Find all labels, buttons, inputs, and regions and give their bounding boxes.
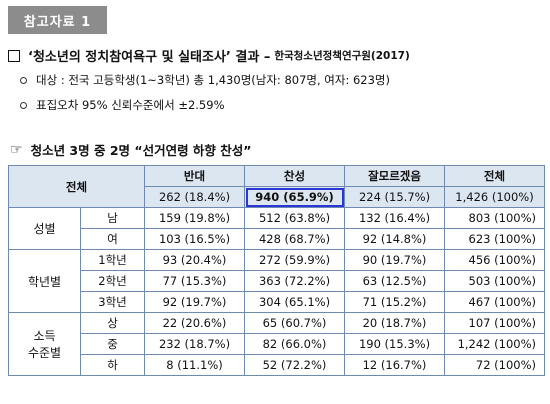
highlighted-support-cell: 940 (65.9%) xyxy=(244,186,346,208)
table-cell: 190 (15.3%) xyxy=(344,333,446,355)
bullet-sampling-error: 표집오차 95% 신뢰수준에서 ±2.59% xyxy=(20,97,225,113)
table-cell: 92 (14.8%) xyxy=(344,228,446,250)
table-row: 2학년 77 (15.3%) 363 (72.2%) 63 (12.5%) 50… xyxy=(9,270,546,292)
bullet-target: 대상 : 전국 고등학생(1~3학년) 총 1,430명(남자: 807명, 여… xyxy=(20,72,390,88)
group-grade-label: 학년별 xyxy=(8,249,81,313)
table-cell: 467 (100%) xyxy=(444,291,546,313)
total-row: 262 (18.4%) 940 (65.9%) 224 (15.7%) 1,42… xyxy=(9,186,546,208)
header-total: 전체 xyxy=(444,165,546,187)
table-cell: 12 (16.7%) xyxy=(344,354,446,376)
table-cell: 72 (100%) xyxy=(444,354,546,376)
table-row: 성별 남 159 (19.8%) 512 (63.8%) 132 (16.4%)… xyxy=(8,207,546,250)
group-income-line1: 소득 xyxy=(33,329,56,343)
table-row: 하 8 (11.1%) 52 (72.2%) 12 (16.7%) 72 (10… xyxy=(9,354,546,376)
row-label: 3학년 xyxy=(79,291,146,313)
group-income-line2: 수준별 xyxy=(27,346,62,360)
table-cell: 304 (65.1%) xyxy=(244,291,346,313)
heading-source: 한국청소년정책연구원(2017) xyxy=(274,50,410,62)
table-cell: 63 (12.5%) xyxy=(344,270,446,292)
table-cell: 20 (18.7%) xyxy=(344,312,446,334)
group-income-label: 소득 수준별 xyxy=(8,312,81,376)
table-cell: 1,242 (100%) xyxy=(444,333,546,355)
table-cell: 107 (100%) xyxy=(444,312,546,334)
table-cell: 22 (20.6%) xyxy=(144,312,246,334)
table-row: 중 232 (18.7%) 82 (66.0%) 190 (15.3%) 1,2… xyxy=(9,333,546,355)
header-unsure: 잘모르겠음 xyxy=(344,165,446,187)
header-oppose: 반대 xyxy=(144,165,246,187)
table-cell: 90 (19.7%) xyxy=(344,249,446,271)
table-cell: 65 (60.7%) xyxy=(244,312,346,334)
bullet-text: 대상 : 전국 고등학생(1~3학년) 총 1,430명(남자: 807명, 여… xyxy=(36,73,390,87)
table-cell: 132 (16.4%) xyxy=(344,207,446,229)
table-cell: 71 (15.2%) xyxy=(344,291,446,313)
table-cell: 93 (20.4%) xyxy=(144,249,246,271)
table-row: 여 103 (16.5%) 428 (68.7%) 92 (14.8%) 623… xyxy=(9,228,546,250)
table-cell: 272 (59.9%) xyxy=(244,249,346,271)
table-cell: 512 (63.8%) xyxy=(244,207,346,229)
circle-bullet-icon xyxy=(20,101,27,109)
table-cell: 428 (68.7%) xyxy=(244,228,346,250)
row-label: 1학년 xyxy=(79,249,146,271)
heading-title: ‘청소년의 정치참여욕구 및 실태조사’ 결과 – xyxy=(28,50,271,65)
table-cell: 8 (11.1%) xyxy=(144,354,246,376)
table-cell: 232 (18.7%) xyxy=(144,333,246,355)
table-cell: 92 (19.7%) xyxy=(144,291,246,313)
row-label: 2학년 xyxy=(79,270,146,292)
table-cell: 803 (100%) xyxy=(444,207,546,229)
table-cell: 159 (19.8%) xyxy=(144,207,246,229)
row-label: 하 xyxy=(79,354,146,376)
table-cell: 224 (15.7%) xyxy=(344,186,446,208)
section-heading: ‘청소년의 정치참여욕구 및 실태조사’ 결과 – 한국청소년정책연구원(201… xyxy=(8,46,410,65)
table-header-row: 전체 반대 찬성 잘모르겠음 전체 xyxy=(7,165,546,208)
row-label: 여 xyxy=(79,228,146,250)
header-total-label: 전체 xyxy=(7,165,146,208)
table-row: 3학년 92 (19.7%) 304 (65.1%) 71 (15.2%) 46… xyxy=(9,291,546,313)
table-row: 소득 수준별 상 22 (20.6%) 65 (60.7%) 20 (18.7%… xyxy=(8,312,546,376)
pointing-hand-icon: ☞ xyxy=(10,141,23,158)
bullet-text: 표집오차 95% 신뢰수준에서 ±2.59% xyxy=(36,98,225,112)
table-cell: 456 (100%) xyxy=(444,249,546,271)
table-row: 학년별 1학년 93 (20.4%) 272 (59.9%) 90 (19.7%… xyxy=(8,249,546,313)
table-cell: 82 (66.0%) xyxy=(244,333,346,355)
table-cell: 363 (72.2%) xyxy=(244,270,346,292)
table-cell: 1,426 (100%) xyxy=(444,186,546,208)
circle-bullet-icon xyxy=(20,76,27,84)
table-cell: 503 (100%) xyxy=(444,270,546,292)
table-cell: 77 (15.3%) xyxy=(144,270,246,292)
table-cell: 52 (72.2%) xyxy=(244,354,346,376)
sub-heading: ☞ 청소년 3명 중 2명 “선거연령 하향 찬성” xyxy=(10,140,252,159)
survey-table: 전체 반대 찬성 잘모르겠음 전체 262 (18.4%) 940 (65.9%… xyxy=(7,165,546,376)
header-support: 찬성 xyxy=(244,165,346,187)
reference-tag: 참고자료 1 xyxy=(8,6,107,34)
row-label: 중 xyxy=(79,333,146,355)
group-gender-label: 성별 xyxy=(8,207,81,250)
table-cell: 623 (100%) xyxy=(444,228,546,250)
row-label: 남 xyxy=(79,207,146,229)
sub-heading-text: 청소년 3명 중 2명 “선거연령 하향 찬성” xyxy=(30,143,252,158)
table-cell: 103 (16.5%) xyxy=(144,228,246,250)
checkbox-icon xyxy=(8,49,20,62)
row-label: 상 xyxy=(79,312,146,334)
table-cell: 262 (18.4%) xyxy=(144,186,246,208)
